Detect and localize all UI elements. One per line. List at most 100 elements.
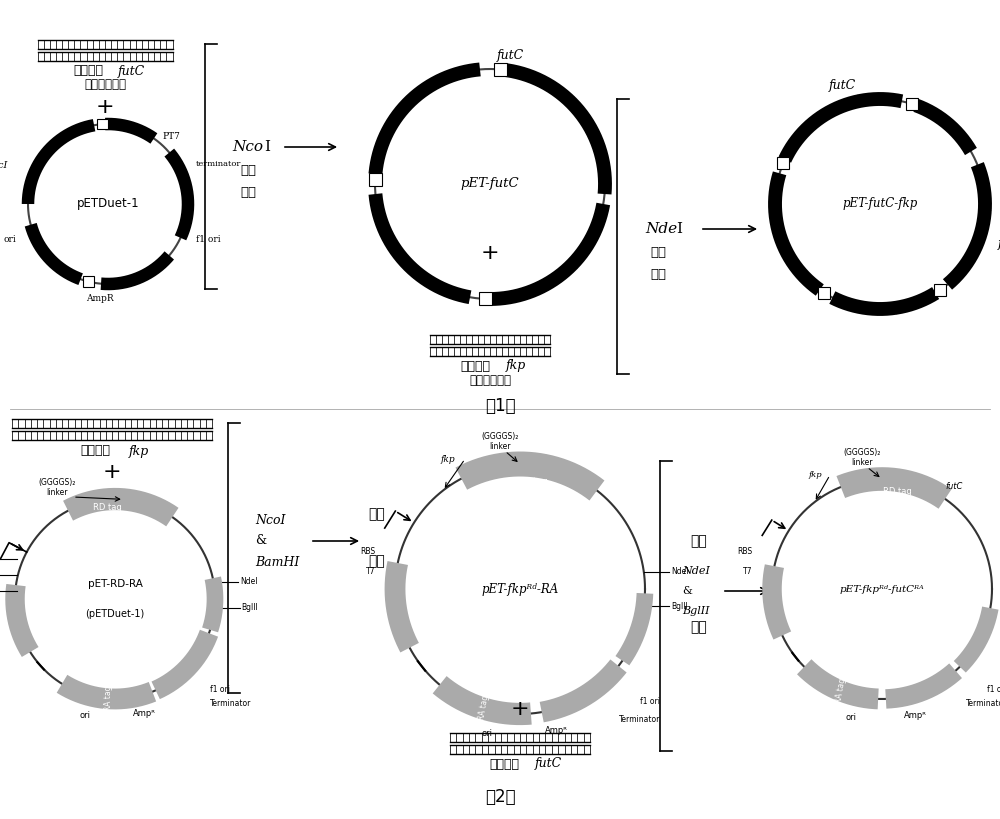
Text: RA tag: RA tag <box>834 677 848 704</box>
Polygon shape <box>806 118 820 130</box>
Text: 酶切: 酶切 <box>650 246 666 259</box>
Text: 酶连: 酶连 <box>690 620 707 634</box>
Polygon shape <box>389 110 402 124</box>
Text: fkp: fkp <box>440 455 455 464</box>
Text: NcoI: NcoI <box>255 514 286 527</box>
Bar <box>97 119 108 129</box>
Text: BamHI: BamHI <box>255 556 299 569</box>
Polygon shape <box>178 171 187 183</box>
Text: T7: T7 <box>366 567 375 576</box>
Text: (GGGGS)₂: (GGGGS)₂ <box>843 448 881 457</box>
Text: NdeI: NdeI <box>240 577 258 586</box>
Text: Ampᴿ: Ampᴿ <box>904 711 927 720</box>
Bar <box>906 98 918 110</box>
Polygon shape <box>565 97 578 110</box>
Polygon shape <box>148 264 160 274</box>
Text: （公司合成）: （公司合成） <box>84 79 126 92</box>
Text: f1 ori: f1 ori <box>987 685 1000 694</box>
Text: linker: linker <box>46 488 68 497</box>
Text: PT7: PT7 <box>162 132 180 141</box>
Text: I: I <box>676 222 682 236</box>
Text: Nco: Nco <box>232 140 263 154</box>
Text: RA tag: RA tag <box>477 695 490 722</box>
Polygon shape <box>530 71 544 83</box>
Text: pET-futC-fkp: pET-futC-fkp <box>842 197 918 210</box>
Text: RBS: RBS <box>360 546 375 555</box>
Text: RD tag: RD tag <box>517 477 547 486</box>
Text: &: & <box>682 586 692 596</box>
Text: 酶切: 酶切 <box>368 507 385 521</box>
Text: RD tag: RD tag <box>93 503 121 512</box>
Bar <box>83 277 94 287</box>
Text: futC: futC <box>945 482 962 491</box>
Text: f1 ori: f1 ori <box>640 698 660 707</box>
Text: BglII: BglII <box>671 602 688 611</box>
Text: futC: futC <box>828 79 856 93</box>
Text: f1 ori: f1 ori <box>196 234 221 243</box>
Text: ori: ori <box>3 234 16 243</box>
Text: futC: futC <box>534 758 562 771</box>
Text: ori: ori <box>846 713 857 722</box>
Text: 基因片段: 基因片段 <box>489 758 519 771</box>
Text: linker: linker <box>851 458 873 467</box>
Polygon shape <box>24 177 34 188</box>
Text: pET-fkpᴿᵈ-RA: pET-fkpᴿᵈ-RA <box>481 582 559 595</box>
Text: AmpR: AmpR <box>86 294 114 303</box>
Polygon shape <box>45 143 57 154</box>
Text: pET-fkpᴿᵈ-futCᴿᴬ: pET-fkpᴿᵈ-futCᴿᴬ <box>840 585 924 594</box>
Text: Nde: Nde <box>645 222 677 236</box>
Text: Terminator: Terminator <box>966 699 1000 708</box>
Text: NdeI: NdeI <box>682 566 710 576</box>
Text: +: + <box>96 97 114 117</box>
Text: BglII: BglII <box>682 606 710 616</box>
Bar <box>479 292 492 305</box>
Text: (pETDuet-1): (pETDuet-1) <box>85 609 145 619</box>
Text: futC: futC <box>496 49 524 62</box>
Text: 基因片段: 基因片段 <box>80 445 110 458</box>
Text: pET-futC: pET-futC <box>461 178 519 191</box>
Text: ori: ori <box>481 729 492 738</box>
Text: 酶连: 酶连 <box>240 187 256 200</box>
Text: f1 ori: f1 ori <box>210 685 230 694</box>
Polygon shape <box>857 95 871 106</box>
Polygon shape <box>436 75 451 86</box>
Polygon shape <box>564 260 578 272</box>
Polygon shape <box>51 260 63 272</box>
Text: NdeI: NdeI <box>671 567 688 576</box>
Text: BglII: BglII <box>242 604 258 613</box>
Text: 基因片段: 基因片段 <box>460 360 490 373</box>
Polygon shape <box>884 303 897 314</box>
Text: fkp: fkp <box>998 238 1000 251</box>
Text: linker: linker <box>489 442 511 451</box>
Text: RBS: RBS <box>737 546 752 555</box>
Text: +: + <box>103 462 121 482</box>
Text: fkp: fkp <box>129 445 149 458</box>
Text: lacI: lacI <box>0 161 8 170</box>
Text: 酶连: 酶连 <box>650 269 666 282</box>
Text: +: + <box>481 243 499 263</box>
Text: +: + <box>511 699 529 719</box>
Text: Terminator: Terminator <box>210 699 251 708</box>
Polygon shape <box>409 265 422 278</box>
Text: pET-RD-RA: pET-RD-RA <box>88 579 142 589</box>
Text: （1）: （1） <box>485 397 515 415</box>
Bar <box>777 157 789 169</box>
Text: Ampᴿ: Ampᴿ <box>545 726 568 735</box>
Text: I: I <box>264 140 270 154</box>
Text: （2）: （2） <box>485 788 515 806</box>
Text: pETDuet-1: pETDuet-1 <box>77 197 139 210</box>
Text: 酶切: 酶切 <box>690 534 707 548</box>
Text: 酶切: 酶切 <box>240 164 256 177</box>
Text: RD tag: RD tag <box>883 486 911 495</box>
Polygon shape <box>934 111 947 124</box>
Bar <box>494 63 507 76</box>
Text: Ampᴿ: Ampᴿ <box>133 709 156 718</box>
Text: ori: ori <box>79 711 90 720</box>
Text: terminator: terminator <box>196 160 241 168</box>
Text: fkp: fkp <box>506 360 526 373</box>
Text: (GGGGS)₂: (GGGGS)₂ <box>481 432 519 441</box>
Bar <box>934 284 946 296</box>
Text: futC: futC <box>117 65 145 78</box>
Text: 酶连: 酶连 <box>368 554 385 568</box>
Text: Terminator: Terminator <box>619 714 661 723</box>
